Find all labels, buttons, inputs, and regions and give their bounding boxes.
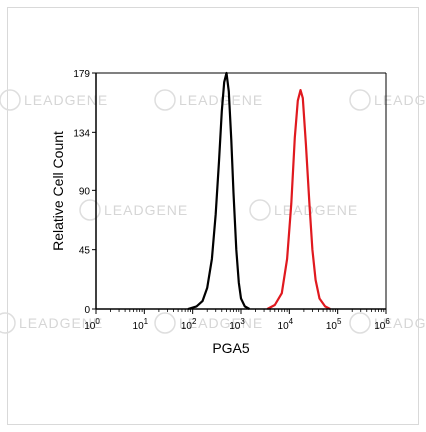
y-tick-label: 45 bbox=[79, 246, 91, 257]
x-tick-label: 105 bbox=[326, 317, 342, 332]
y-tick-label: 179 bbox=[73, 69, 90, 80]
watermark-text: LEADGENE bbox=[179, 92, 263, 108]
x-axis-label: PGA5 bbox=[212, 340, 250, 356]
watermark-text: LEADGENE bbox=[274, 202, 358, 218]
y-tick-label: 134 bbox=[73, 128, 90, 139]
watermark-layer: LEADGENE LEADGENE LEADGENE LEADGENE LEADGENE… bbox=[0, 89, 426, 334]
figure-frame bbox=[7, 7, 419, 425]
y-tick-label: 90 bbox=[79, 186, 91, 197]
watermark-text: LEADGENE bbox=[24, 92, 108, 108]
histogram-curve-2 bbox=[266, 89, 331, 310]
histogram-curve-1 bbox=[187, 71, 251, 311]
x-tick-label: 104 bbox=[278, 317, 294, 332]
watermark-text: LEADGENE bbox=[19, 315, 103, 331]
watermark-text: LEADGENE bbox=[179, 315, 263, 331]
watermark-logo-icon bbox=[349, 89, 371, 111]
watermark-logo-icon bbox=[154, 89, 176, 111]
plot-area bbox=[187, 71, 331, 311]
watermark-logo-icon bbox=[154, 312, 176, 334]
watermark-logo-icon bbox=[249, 199, 271, 221]
y-tick-label: 0 bbox=[84, 305, 90, 316]
watermark-logo-icon bbox=[79, 199, 101, 221]
watermark-text: LEADGENE bbox=[374, 315, 426, 331]
watermark-logo-icon bbox=[0, 89, 21, 111]
x-tick-label: 101 bbox=[133, 317, 149, 332]
watermark-logo-icon bbox=[0, 312, 16, 334]
y-axis-label: Relative Cell Count bbox=[50, 131, 66, 251]
watermark-logo-icon bbox=[349, 312, 371, 334]
watermark-text: LEADGENE bbox=[104, 202, 188, 218]
watermark-text: LEADGENE bbox=[374, 92, 426, 108]
